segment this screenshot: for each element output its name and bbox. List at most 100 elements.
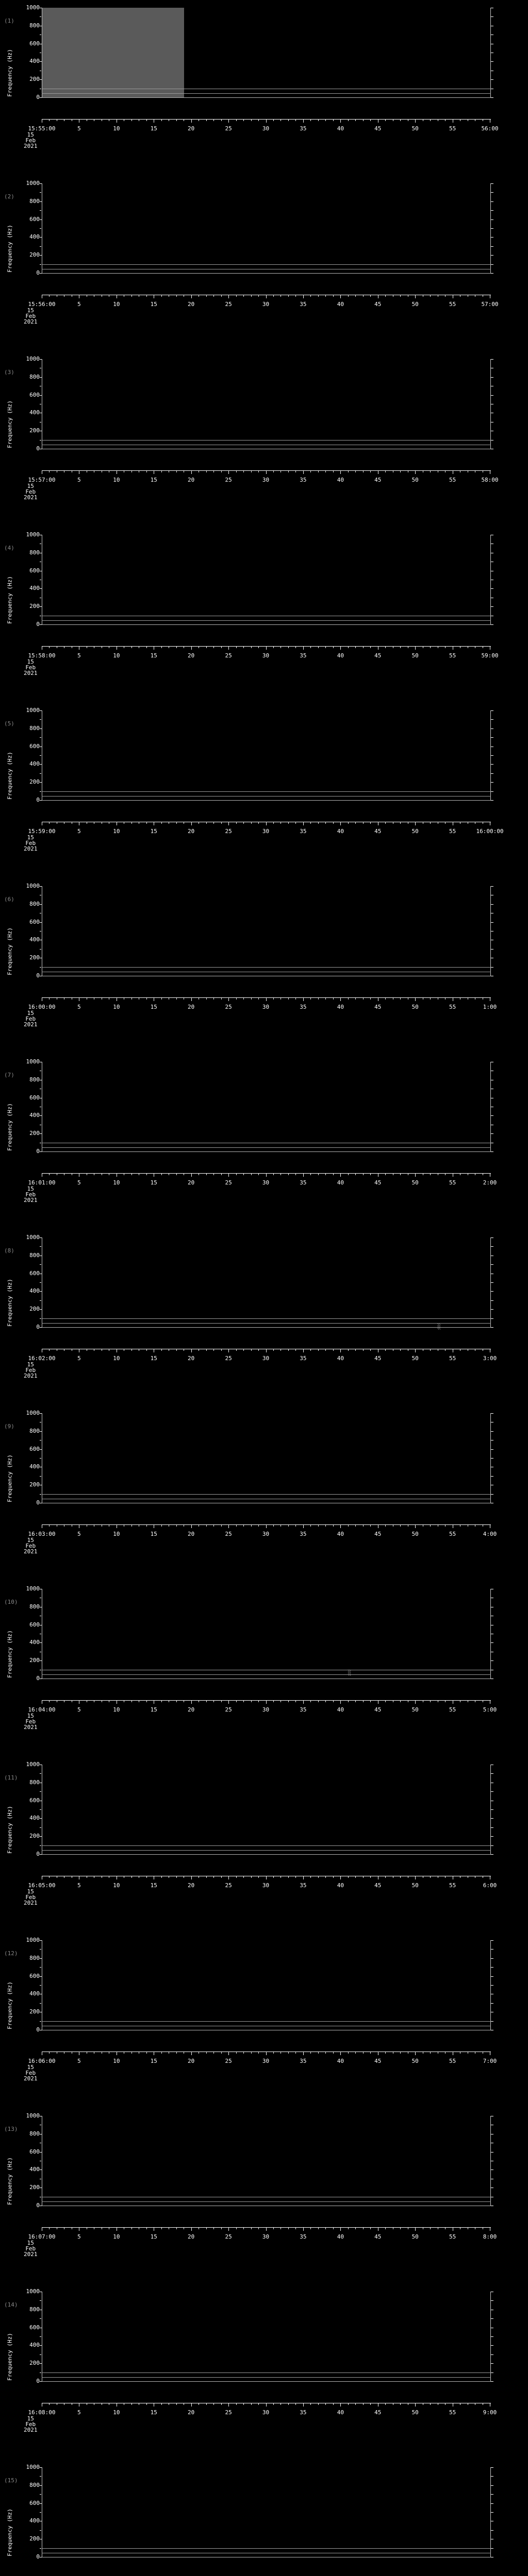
x-tick-label: 30 <box>262 2058 270 2064</box>
y-tick-mark <box>40 800 42 801</box>
x-tick-minor <box>348 1876 349 1878</box>
y-tick-mark-right <box>491 1976 493 1977</box>
x-tick-minor <box>213 1700 214 1702</box>
plot-area <box>42 183 491 273</box>
x-tick-label: 25 <box>225 652 232 659</box>
x-tick-label: 15 <box>150 477 157 483</box>
panel-5: (5) Frequency (Hz) 0 200 400 600 800 1000 15:59:… <box>0 703 528 878</box>
x-tick-minor <box>362 2227 364 2229</box>
x-tick-minor <box>295 2227 296 2229</box>
y-tick-mark-right <box>491 2372 493 2373</box>
x-tick-minor <box>430 646 431 648</box>
x-tick-label: 45 <box>374 2233 382 2240</box>
y-tick-mark-minor <box>40 2354 41 2355</box>
x-tick-minor <box>400 1700 401 1702</box>
x-tick-major <box>415 119 416 123</box>
y-tick-labels: 0 200 400 600 800 1000 <box>0 1059 42 1165</box>
x-tick-minor <box>280 295 282 297</box>
y-tick-mark-right <box>491 2021 493 2022</box>
x-tick-minor <box>355 2052 356 2054</box>
y-tick-mark-right <box>491 210 493 211</box>
x-tick-minor <box>176 646 177 648</box>
x-tick-label: 40 <box>337 2058 344 2064</box>
x-tick-minor <box>258 2227 259 2229</box>
x-tick-minor <box>333 295 334 297</box>
x-tick-minor <box>280 646 282 648</box>
y-tick-label: 0 <box>36 1675 40 1682</box>
date-stamp: 15 Feb 2021 <box>24 1889 38 1906</box>
date-stamp: 15 Feb 2021 <box>24 1010 38 1027</box>
x-tick-label: 55 <box>449 2409 456 2416</box>
y-tick-mark-right <box>491 237 493 238</box>
date-stamp: 15 Feb 2021 <box>24 1537 38 1554</box>
x-tick-minor <box>243 119 244 121</box>
y-tick-mark <box>40 1854 42 1855</box>
date-stamp: 15 Feb 2021 <box>24 835 38 852</box>
y-tick-label: 800 <box>29 2481 40 2488</box>
y-tick-mark <box>40 1958 42 1959</box>
x-tick-minor <box>288 295 289 297</box>
y-tick-mark-right <box>491 588 493 589</box>
x-tick-label: 20 <box>188 828 195 835</box>
y-tick-mark <box>40 219 42 220</box>
y-tick-mark-right <box>491 764 493 765</box>
x-tick-minor <box>333 2403 334 2405</box>
x-tick-minor <box>288 997 289 999</box>
x-tick-minor <box>161 470 162 472</box>
y-tick-mark-right <box>491 1246 493 1247</box>
y-tick-label: 1000 <box>26 180 40 187</box>
date-line: 15 <box>27 307 34 314</box>
x-tick-minor <box>49 470 50 472</box>
x-tick-label: 40 <box>337 1706 344 1713</box>
x-tick-major <box>340 1876 341 1879</box>
y-tick-mark-right <box>491 2354 493 2355</box>
panel-1: (1) Frequency (Hz) 0 200 400 600 800 1000 15:55:… <box>0 0 528 176</box>
y-tick-mark-right <box>491 1458 493 1459</box>
x-tick-major <box>340 822 341 825</box>
y-tick-labels: 0 200 400 600 800 1000 <box>0 532 42 638</box>
x-tick-minor <box>221 119 222 121</box>
y-tick-label: 400 <box>29 233 40 241</box>
x-tick-minor <box>258 1173 259 1175</box>
x-tick-minor <box>161 1349 162 1351</box>
x-tick-label: 50 <box>411 828 419 835</box>
panel-index-label: (2) <box>4 193 14 200</box>
y-tick-mark <box>40 255 42 256</box>
x-tick-major <box>266 1173 267 1177</box>
panel-index-label: (10) <box>4 1599 18 1605</box>
x-tick-minor <box>445 2227 446 2229</box>
y-tick-mark-minor <box>40 2548 41 2549</box>
x-tick-minor <box>273 2403 274 2405</box>
plot-gridline <box>42 1147 491 1148</box>
x-tick-label: 50 <box>411 1355 419 1362</box>
x-tick-minor <box>280 2052 282 2054</box>
x-tick-minor <box>370 997 371 999</box>
x-tick-minor <box>385 119 386 121</box>
x-tick-labels: 16:05:00 5 10 15 20 25 30 35 40 45 50 55 6:00 <box>0 1882 528 1890</box>
x-tick-label: 25 <box>225 1706 232 1713</box>
x-tick-minor <box>206 646 207 648</box>
x-tick-minor <box>243 1349 244 1351</box>
x-tick-labels: 16:02:00 5 10 15 20 25 30 35 40 45 50 55 3:00 <box>0 1355 528 1363</box>
y-tick-mark-right <box>491 2503 493 2504</box>
x-tick-minor <box>213 1524 214 1527</box>
x-tick-minor <box>221 646 222 648</box>
x-tick-minor <box>273 470 274 472</box>
x-tick-major <box>303 2403 304 2406</box>
y-tick-mark <box>40 237 42 238</box>
y-tick-mark-right <box>491 904 493 905</box>
date-line: 2021 <box>24 1197 38 1204</box>
y-tick-mark-minor <box>40 2476 41 2477</box>
x-tick-minor <box>445 1524 446 1527</box>
y-tick-label: 600 <box>29 742 40 750</box>
y-tick-label: 200 <box>29 2184 40 2191</box>
data-block <box>42 8 185 97</box>
y-tick-mark <box>40 922 42 923</box>
x-tick-minor <box>49 2403 50 2405</box>
panel-12: (12) Frequency (Hz) 0 200 400 600 800 1000 16:06… <box>0 1933 528 2108</box>
x-tick-label: 45 <box>374 652 382 659</box>
x-tick-minor <box>370 822 371 824</box>
x-tick-minor <box>430 1524 431 1527</box>
x-tick-label: 55 <box>449 1882 456 1889</box>
